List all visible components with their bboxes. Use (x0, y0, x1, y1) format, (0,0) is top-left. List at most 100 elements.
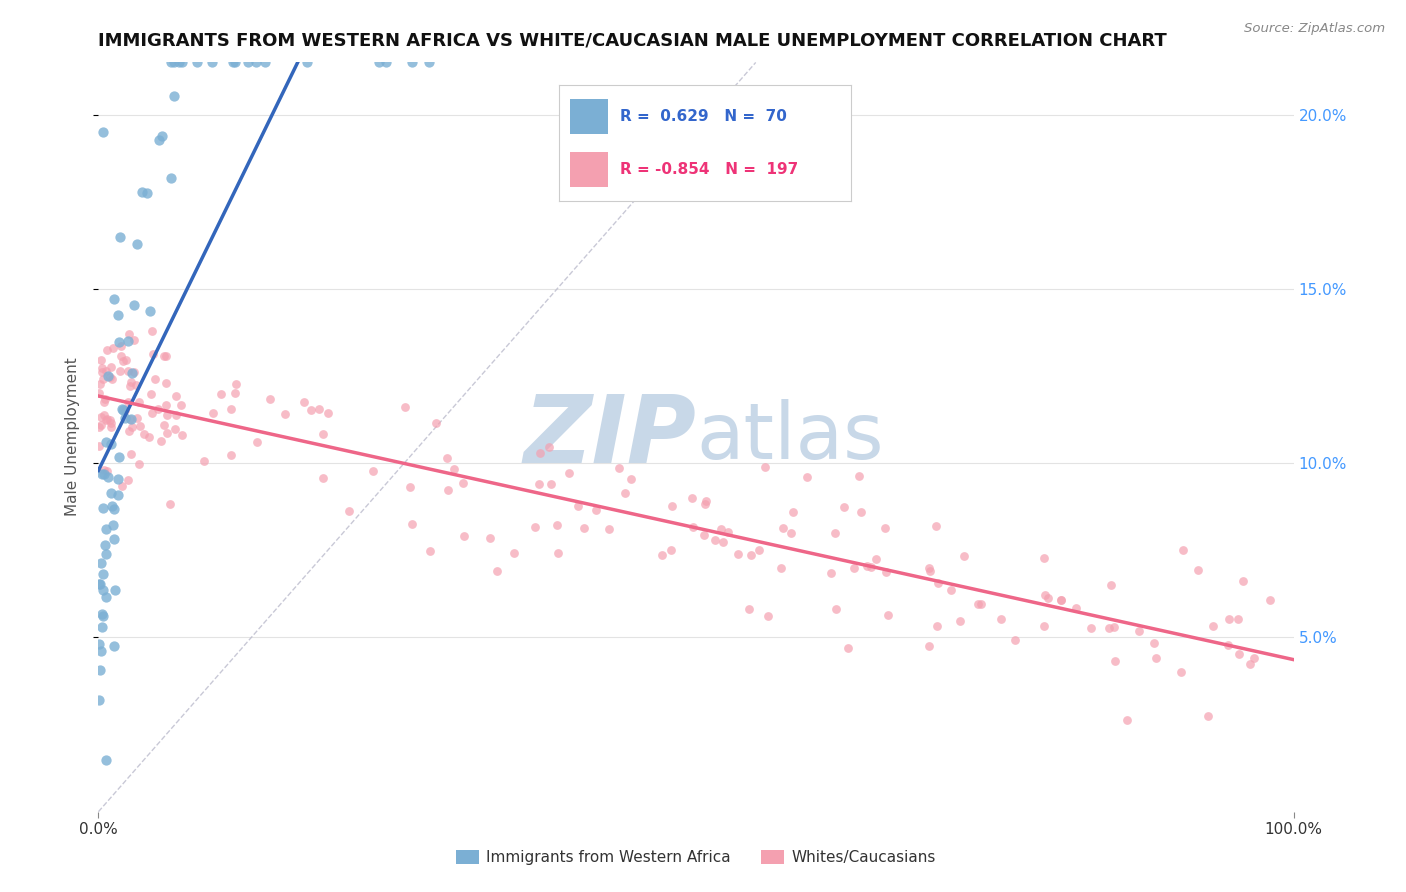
Point (219, 448, 242, 462)
Point (848, 468, 870, 483)
Point (156, 408, 179, 422)
Point (398, 480, 420, 494)
Point (155, 376, 177, 390)
Point (107, 472, 129, 486)
Point (94, 753, 117, 767)
Point (165, 389, 187, 403)
Point (91, 620, 114, 634)
Point (367, 55, 389, 70)
Point (135, 186, 157, 201)
Point (842, 560, 865, 574)
Point (117, 364, 139, 378)
Point (918, 561, 941, 575)
Point (91, 607, 114, 621)
Point (856, 558, 879, 573)
Point (918, 639, 941, 653)
Text: IMMIGRANTS FROM WESTERN AFRICA VS WHITE/CAUCASIAN MALE UNEMPLOYMENT CORRELATION : IMMIGRANTS FROM WESTERN AFRICA VS WHITE/… (98, 32, 1167, 50)
Point (129, 419, 152, 434)
Point (110, 339, 132, 353)
Point (89, 376, 111, 391)
Text: atlas: atlas (696, 399, 883, 475)
Point (143, 372, 166, 386)
Point (148, 133, 170, 147)
Point (780, 526, 803, 541)
Point (453, 529, 475, 543)
Point (89, 637, 111, 651)
Point (146, 402, 169, 417)
Point (337, 503, 360, 517)
Point (87, 385, 110, 400)
Point (107, 335, 129, 350)
Point (120, 412, 142, 426)
Point (94, 538, 117, 552)
Point (796, 470, 818, 484)
Point (100, 437, 122, 451)
Point (104, 582, 127, 597)
Point (927, 575, 949, 590)
Point (87, 693, 110, 707)
Point (717, 524, 740, 539)
Point (695, 493, 717, 508)
Point (155, 349, 177, 363)
Point (90, 365, 112, 379)
Point (222, 55, 245, 70)
Point (170, 398, 193, 412)
Point (1232, 574, 1254, 589)
Point (111, 479, 134, 493)
Point (91, 583, 114, 598)
Point (142, 347, 165, 361)
Point (546, 517, 568, 532)
Point (108, 229, 131, 244)
Point (529, 446, 551, 460)
Point (253, 55, 276, 70)
Point (91, 566, 114, 581)
Point (100, 416, 122, 430)
Point (93, 392, 115, 406)
Point (614, 486, 637, 500)
Point (159, 170, 181, 185)
Point (875, 565, 897, 579)
Point (94, 434, 117, 449)
Point (682, 520, 704, 534)
Point (156, 425, 179, 440)
Y-axis label: Male Unemployment: Male Unemployment (65, 358, 80, 516)
Point (125, 237, 148, 252)
Point (100, 500, 122, 514)
Point (112, 403, 135, 417)
Point (98, 369, 121, 384)
Point (273, 408, 295, 422)
Point (1050, 593, 1073, 607)
Point (236, 55, 259, 70)
Point (120, 447, 142, 461)
Point (186, 55, 208, 70)
Point (740, 548, 762, 562)
Point (527, 476, 550, 491)
Point (209, 386, 232, 401)
Point (94, 413, 117, 427)
Point (523, 520, 546, 534)
Point (825, 602, 848, 616)
Point (1218, 639, 1240, 653)
Point (1197, 709, 1219, 723)
Point (824, 526, 846, 541)
Point (547, 546, 569, 560)
Point (122, 297, 145, 311)
Point (1099, 577, 1122, 591)
Point (1229, 647, 1251, 661)
Point (117, 334, 139, 349)
Point (1033, 619, 1056, 633)
Point (1128, 624, 1150, 638)
Point (782, 505, 804, 519)
Point (620, 472, 643, 486)
Point (128, 394, 150, 409)
Point (89, 577, 111, 591)
Point (224, 386, 246, 401)
Point (1218, 612, 1240, 626)
Point (138, 430, 160, 444)
Point (224, 55, 246, 70)
Point (101, 341, 124, 355)
Point (966, 597, 988, 611)
Point (1004, 633, 1026, 648)
Point (772, 521, 794, 535)
Point (299, 403, 322, 417)
